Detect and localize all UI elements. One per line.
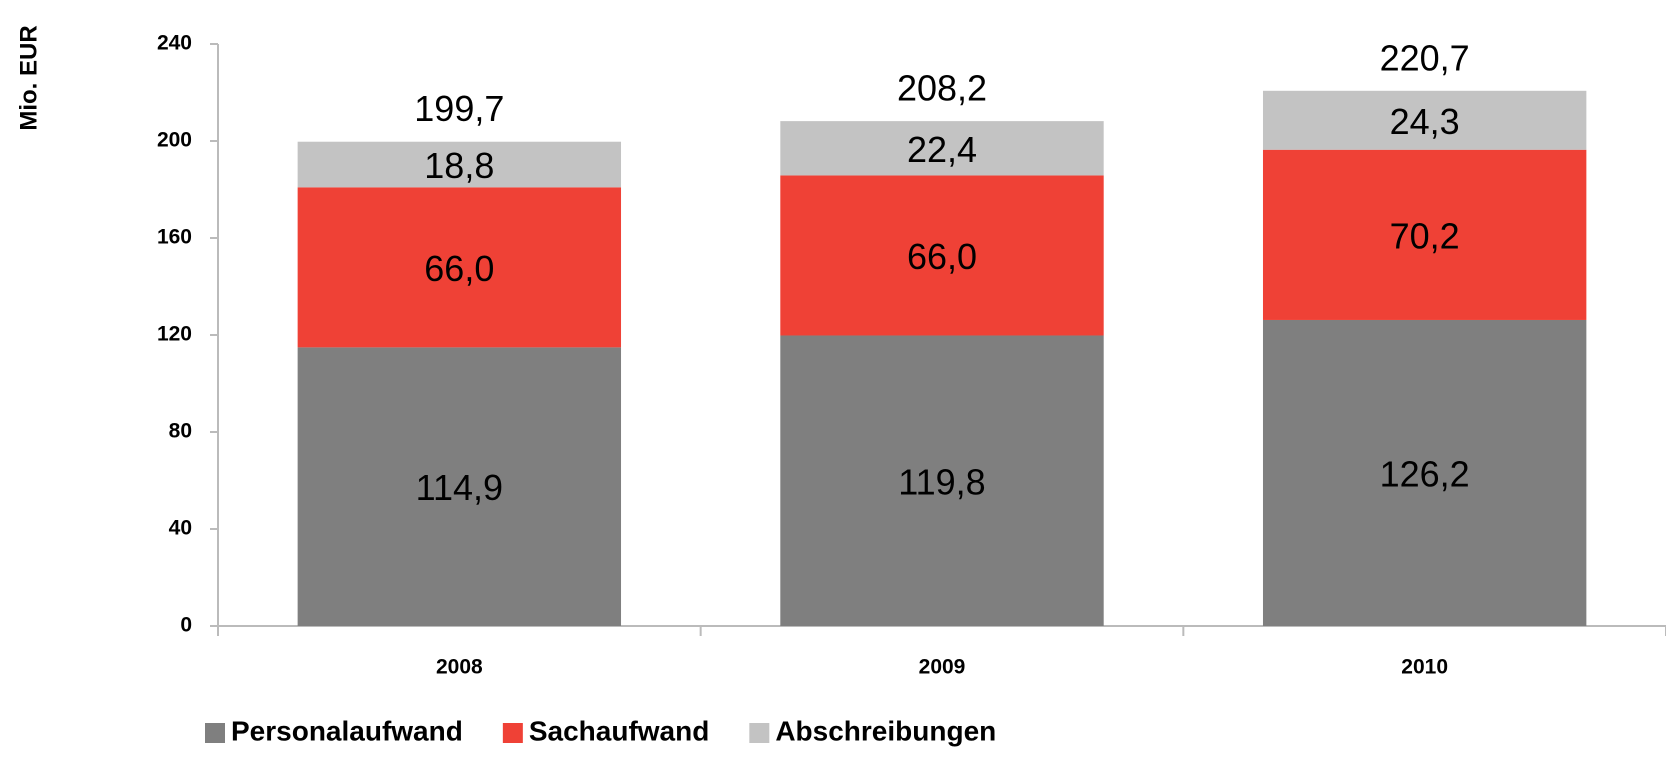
total-label: 220,7 (1380, 37, 1470, 78)
bar-segment (1262, 319, 1587, 626)
bar-segment (780, 121, 1104, 176)
data-label: 114,9 (416, 467, 503, 508)
legend-swatch (205, 723, 225, 743)
data-label: 119,8 (898, 461, 985, 502)
bar-segment (297, 347, 622, 626)
legend-label: Abschreibungen (775, 715, 996, 746)
bar-segment (297, 187, 622, 348)
total-label: 199,7 (414, 88, 504, 129)
data-label: 18,8 (424, 145, 494, 186)
bar-segment (780, 335, 1104, 626)
data-label: 22,4 (907, 129, 977, 170)
y-tick-label: 240 (157, 32, 192, 55)
data-label: 70,2 (1390, 215, 1460, 256)
x-tick-label: 2008 (436, 656, 483, 679)
y-tick-label: 120 (157, 323, 192, 346)
y-axis-label: Mio. EUR (15, 25, 42, 130)
bar-segment (1262, 90, 1587, 150)
bar-segment (780, 175, 1104, 336)
y-tick-label: 80 (169, 420, 192, 443)
bar-segment (1262, 149, 1587, 320)
y-tick-label: 200 (157, 129, 192, 152)
total-label: 208,2 (897, 68, 987, 109)
y-tick-label: 160 (157, 226, 192, 249)
bar-segment (297, 141, 622, 188)
data-label: 126,2 (1380, 453, 1470, 494)
data-label: 24,3 (1390, 101, 1460, 142)
x-tick-label: 2009 (919, 656, 966, 679)
legend-swatch (749, 723, 770, 743)
data-label: 66,0 (424, 248, 494, 289)
x-tick-label: 2010 (1401, 656, 1448, 679)
y-tick-label: 40 (169, 517, 192, 540)
data-label: 66,0 (907, 236, 977, 277)
legend-swatch (502, 723, 523, 743)
legend-label: Personalaufwand (231, 715, 463, 746)
y-tick-label: 0 (180, 614, 192, 637)
legend-label: Sachaufwand (529, 715, 709, 746)
